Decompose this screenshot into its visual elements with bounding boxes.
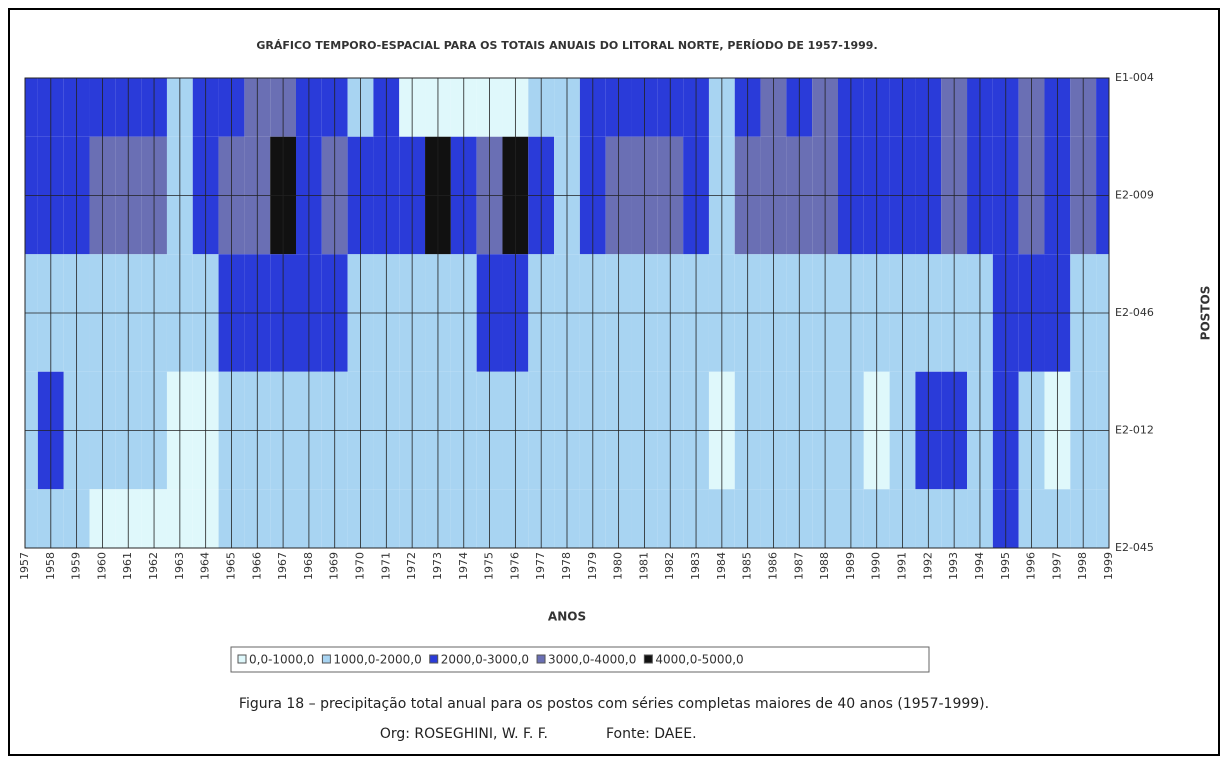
legend-label: 2000,0-3000,0 xyxy=(441,653,529,667)
y-tick-label: E2-012 xyxy=(1115,424,1154,437)
x-tick-label: 1970 xyxy=(354,552,367,580)
y-tick-label: E2-045 xyxy=(1115,541,1154,554)
x-tick-label: 1964 xyxy=(199,552,212,580)
x-tick-label: 1966 xyxy=(250,552,263,580)
x-tick-label: 1983 xyxy=(689,552,702,580)
legend-label: 1000,0-2000,0 xyxy=(333,653,421,667)
x-tick-label: 1988 xyxy=(818,552,831,580)
x-axis-label: ANOS xyxy=(548,610,586,624)
y-tick-label: E2-046 xyxy=(1115,306,1154,319)
legend-swatch xyxy=(536,654,546,664)
x-tick-label: 1984 xyxy=(715,552,728,580)
cell xyxy=(25,489,38,548)
x-tick-label: 1959 xyxy=(70,552,83,580)
x-tick-label: 1980 xyxy=(612,552,625,580)
cell xyxy=(25,78,38,137)
y-axis-label: POSTOS xyxy=(1199,286,1213,341)
chart-title: GRÁFICO TEMPORO-ESPACIAL PARA OS TOTAIS … xyxy=(256,39,877,52)
caption: Figura 18 – precipitação total anual par… xyxy=(239,696,989,712)
x-tick-label: 1963 xyxy=(173,552,186,580)
x-tick-label: 1989 xyxy=(844,552,857,580)
x-tick-label: 1973 xyxy=(431,552,444,580)
x-tick-label: 1974 xyxy=(457,552,470,580)
x-tick-label: 1957 xyxy=(18,552,31,580)
x-tick-label: 1987 xyxy=(792,552,805,580)
x-tick-label: 1981 xyxy=(637,552,650,580)
x-tick-label: 1978 xyxy=(560,552,573,580)
x-tick-label: 1976 xyxy=(508,552,521,580)
legend-swatch xyxy=(643,654,653,664)
x-tick-label: 1961 xyxy=(121,552,134,580)
legend-label: 0,0-1000,0 xyxy=(249,653,314,667)
x-tick-label: 1999 xyxy=(1102,552,1115,580)
x-tick-label: 1968 xyxy=(302,552,315,580)
cell xyxy=(1096,489,1109,548)
x-tick-label: 1993 xyxy=(947,552,960,580)
caption-org: Org: ROSEGHINI, W. F. F. xyxy=(380,726,548,742)
legend-swatch xyxy=(237,654,247,664)
legend-swatch xyxy=(429,654,439,664)
legend-label: 4000,0-5000,0 xyxy=(655,653,743,667)
legend-swatch xyxy=(321,654,331,664)
x-tick-label: 1965 xyxy=(224,552,237,580)
x-tick-label: 1971 xyxy=(379,552,392,580)
x-tick-label: 1960 xyxy=(95,552,108,580)
caption-source: Fonte: DAEE. xyxy=(606,726,697,742)
x-tick-label: 1998 xyxy=(1076,552,1089,580)
x-tick-label: 1977 xyxy=(534,552,547,580)
y-tick-label: E2-009 xyxy=(1115,189,1154,202)
x-tick-label: 1994 xyxy=(973,552,986,580)
x-tick-label: 1972 xyxy=(405,552,418,580)
x-tick-label: 1997 xyxy=(1050,552,1063,580)
x-tick-label: 1967 xyxy=(276,552,289,580)
cell xyxy=(1096,78,1109,137)
x-tick-label: 1962 xyxy=(147,552,160,580)
x-tick-label: 1985 xyxy=(741,552,754,580)
legend-label: 3000,0-4000,0 xyxy=(548,653,636,667)
x-tick-label: 1995 xyxy=(999,552,1012,580)
x-tick-label: 1969 xyxy=(328,552,341,580)
y-tick-label: E1-004 xyxy=(1115,71,1154,84)
x-tick-label: 1992 xyxy=(921,552,934,580)
x-tick-label: 1979 xyxy=(586,552,599,580)
x-tick-label: 1990 xyxy=(870,552,883,580)
x-tick-label: 1958 xyxy=(44,552,57,580)
x-tick-label: 1996 xyxy=(1025,552,1038,580)
x-tick-label: 1986 xyxy=(766,552,779,580)
x-tick-label: 1975 xyxy=(483,552,496,580)
legend-box xyxy=(230,646,930,673)
x-tick-label: 1991 xyxy=(896,552,909,580)
x-tick-label: 1982 xyxy=(663,552,676,580)
